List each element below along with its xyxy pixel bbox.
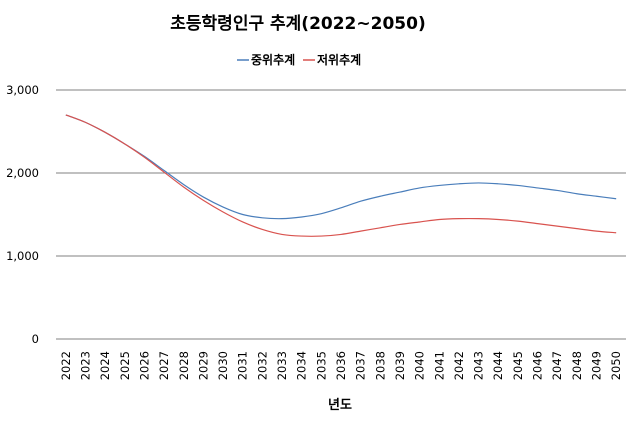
x-tick-label: 2022 [59,351,73,380]
x-tick-label: 2035 [314,351,328,380]
x-tick-label: 2041 [432,351,446,380]
x-tick-label: 2030 [216,351,230,380]
series-line-1 [65,114,617,237]
x-tick-label: 2040 [413,351,427,380]
series-line-0 [65,114,617,220]
x-tick-label: 2050 [609,351,623,380]
x-tick-label: 2036 [334,351,348,380]
y-tick-label: 2,000 [6,166,39,180]
x-tick-label: 2047 [550,351,564,380]
x-tick-label: 2046 [531,351,545,380]
x-tick-label: 2033 [275,351,289,380]
y-tick-label: 3,000 [6,83,39,97]
x-tick-label: 2028 [177,351,191,380]
x-tick-label: 2038 [373,351,387,380]
x-tick-label: 2048 [570,351,584,380]
x-tick-label: 2043 [472,351,486,380]
gridlines [56,89,626,257]
x-tick-label: 2034 [295,351,309,380]
legend-label-0: 중위추계 [251,52,295,67]
x-tick-label: 2024 [98,351,112,380]
y-axis-ticks: 0 1,000 2,000 3,000 [6,83,39,346]
legend-label-1: 저위추계 [317,52,361,67]
y-tick-label: 1,000 [6,249,39,263]
legend: 중위추계 저위추계 [237,52,361,67]
x-tick-label: 2049 [590,351,604,380]
chart-title: 초등학령인구 추계(2022~2050) [170,13,425,34]
x-tick-label: 2031 [236,351,250,380]
x-tick-label: 2045 [511,351,525,380]
x-tick-label: 2025 [118,351,132,380]
y-tick-label: 0 [32,332,39,346]
x-tick-label: 2027 [157,351,171,380]
x-tick-label: 2026 [137,351,151,380]
x-tick-label: 2037 [354,351,368,380]
x-axis-ticks: 2022 2023 2024 2025 2026 2027 2028 2029 2030 2031… [59,351,623,380]
x-tick-label: 2029 [196,351,210,380]
x-tick-label: 2044 [491,351,505,380]
x-tick-label: 2042 [452,351,466,380]
series-group [65,114,617,237]
x-axis-label: 년도 [328,398,352,413]
x-tick-label: 2023 [78,351,92,380]
x-tick-label: 2039 [393,351,407,380]
x-tick-label: 2032 [255,351,269,380]
